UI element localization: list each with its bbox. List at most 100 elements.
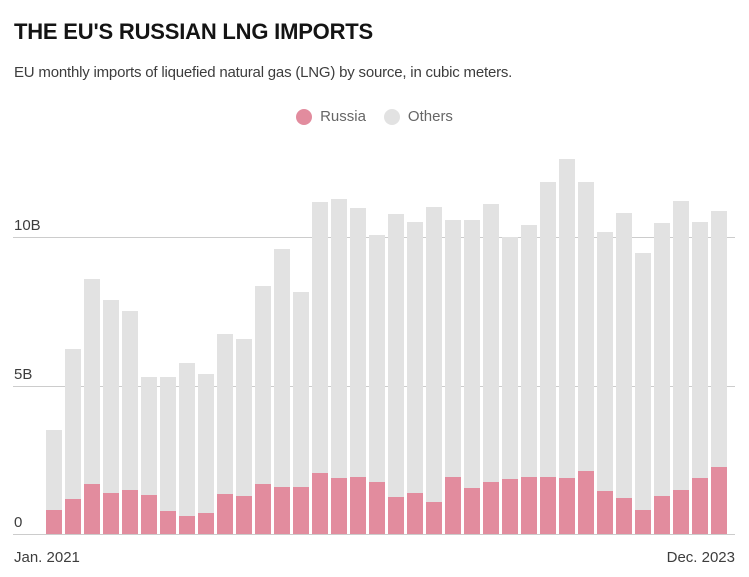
legend-label-russia: Russia (320, 108, 366, 125)
russia-segment (65, 498, 81, 534)
bar-jan-2022 (274, 248, 290, 534)
russia-legend-dot-icon (296, 108, 313, 125)
russia-segment (274, 487, 290, 534)
others-segment (502, 237, 518, 480)
others-segment (616, 213, 632, 499)
others-segment (559, 158, 575, 478)
plot-area: 0 5B 10B (13, 148, 735, 535)
russia-segment (141, 495, 157, 534)
others-segment (122, 310, 138, 491)
russia-segment (692, 477, 708, 534)
russia-segment (578, 471, 594, 534)
bar-oct-2021 (217, 334, 233, 534)
russia-segment (502, 479, 518, 534)
others-segment (141, 376, 157, 496)
bar-aug-2022 (407, 221, 423, 534)
russia-segment (84, 484, 100, 534)
russia-segment (179, 515, 195, 534)
bar-jan-2023 (502, 237, 518, 534)
bar-aug-2021 (179, 362, 195, 534)
others-segment (445, 220, 461, 477)
bar-jan-2021 (46, 430, 62, 534)
others-segment (673, 201, 689, 491)
bar-sep-2022 (426, 207, 442, 534)
legend-label-others: Others (407, 108, 453, 125)
russia-segment (122, 490, 138, 534)
bar-june-2021 (141, 376, 157, 534)
bar-oct-2022 (445, 220, 461, 534)
bar-july-2023 (616, 213, 632, 534)
russia-segment (217, 493, 233, 534)
bar-feb-2023 (521, 225, 537, 534)
others-segment (483, 204, 499, 483)
others-legend-dot-icon (383, 108, 400, 125)
russia-segment (350, 476, 366, 534)
x-axis-start-label: Jan. 2021 (14, 549, 80, 566)
russia-segment (236, 495, 252, 534)
russia-segment (331, 477, 347, 534)
others-segment (369, 234, 385, 483)
russia-segment (293, 487, 309, 534)
bar-july-2021 (160, 376, 176, 534)
russia-segment (407, 493, 423, 534)
bar-apr-2021 (103, 299, 119, 534)
bar-feb-2022 (293, 291, 309, 534)
gridline-0 (13, 534, 735, 535)
russia-segment (483, 482, 499, 534)
russia-segment (369, 482, 385, 534)
others-segment (331, 199, 347, 478)
others-segment (217, 334, 233, 494)
ytick-label-5b: 5B (14, 365, 33, 383)
bar-june-2023 (597, 231, 613, 534)
others-segment (635, 253, 651, 510)
others-segment (236, 338, 252, 496)
bar-aug-2023 (635, 253, 651, 534)
others-segment (179, 362, 195, 516)
others-segment (597, 231, 613, 491)
others-segment (255, 286, 271, 485)
bar-sep-2023 (654, 223, 670, 534)
russia-segment (445, 476, 461, 534)
others-segment (388, 214, 404, 497)
bar-apr-2023 (559, 158, 575, 534)
others-segment (578, 182, 594, 472)
legend: Russia Others (0, 108, 749, 125)
russia-segment (160, 511, 176, 534)
bar-sep-2021 (198, 373, 214, 534)
russia-segment (464, 487, 480, 534)
bar-nov-2023 (692, 222, 708, 534)
russia-segment (616, 498, 632, 534)
ytick-label-10b: 10B (14, 217, 41, 234)
russia-segment (198, 512, 214, 534)
bar-mar-2023 (540, 182, 556, 534)
bars-container (46, 158, 727, 534)
others-segment (654, 223, 670, 496)
others-segment (540, 182, 556, 477)
others-segment (274, 248, 290, 488)
others-segment (103, 299, 119, 494)
bar-may-2021 (122, 310, 138, 534)
others-segment (198, 373, 214, 513)
bar-july-2022 (388, 214, 404, 534)
russia-segment (103, 493, 119, 534)
russia-segment (597, 490, 613, 534)
russia-segment (654, 495, 670, 534)
bar-feb-2021 (65, 348, 81, 534)
ytick-label-0: 0 (14, 514, 23, 531)
legend-item-russia: Russia (296, 108, 366, 125)
bar-nov-2021 (236, 338, 252, 534)
bar-oct-2023 (673, 201, 689, 534)
bar-mar-2021 (84, 278, 100, 534)
russia-segment (521, 476, 537, 534)
bar-dec-2023 (711, 210, 727, 534)
chart-subtitle: EU monthly imports of liquefied natural … (14, 64, 513, 81)
others-segment (692, 222, 708, 478)
russia-segment (46, 509, 62, 534)
others-segment (464, 220, 480, 488)
others-segment (521, 225, 537, 477)
others-segment (312, 201, 328, 474)
bar-dec-2022 (483, 204, 499, 534)
russia-segment (312, 473, 328, 534)
others-segment (84, 278, 100, 485)
